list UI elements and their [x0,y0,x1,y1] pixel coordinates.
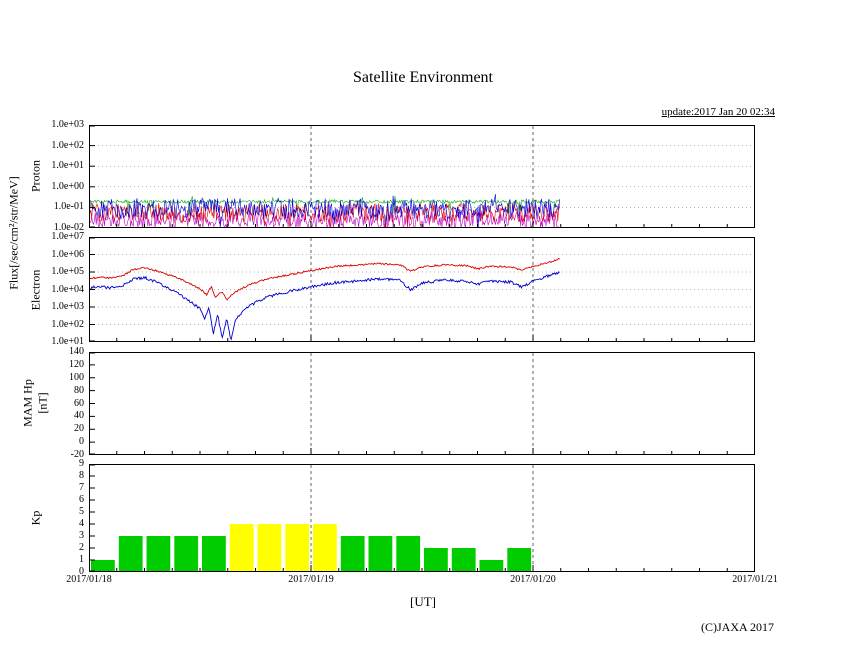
mam-y-tick-label: 120 [69,358,84,370]
proton-green-trace [89,196,560,216]
x-tick-label: 2017/01/19 [288,574,334,585]
mam-y-tick-label: 0 [79,436,84,448]
copyright-text: (C)JAXA 2017 [700,620,774,634]
proton-red-trace [89,202,560,228]
kp-y-tick-label: 1 [79,554,84,565]
electron-y-tick-label: 1.0e+01 [51,336,84,347]
kp-bar [285,524,310,571]
kp-y-tick-label: 3 [79,530,84,541]
kp-bar [146,536,171,571]
electron-y-tick-label: 1.0e+04 [51,283,84,295]
kp-y-tick-label: 9 [79,458,84,469]
mam-y-tick-label: 140 [69,346,84,357]
proton-y-tick-label: 1.0e+03 [51,119,84,130]
kp-bar [396,536,421,571]
kp-bar [174,536,199,571]
kp-bar [507,548,532,571]
kp-bar [451,548,476,571]
kp-bar [313,524,337,571]
proton-flux-plot [89,125,755,228]
mam-y-tick-label: 20 [74,423,84,435]
kp-index-plot [89,464,755,572]
kp-bar [229,524,254,571]
page-title: Satellite Environment [353,69,493,86]
kp-bar [424,548,448,571]
kp-bar [257,524,282,571]
electron-blue-trace [89,271,560,341]
kp-bar [118,536,143,571]
proton-y-tick-label: 1.0e-02 [53,222,84,233]
electron-red-trace [89,257,560,301]
kp-y-tick-label: 5 [79,506,84,517]
kp-bar [202,536,226,571]
proton-y-tick-label: 1.0e+00 [51,180,84,192]
update-timestamp: update:2017 Jan 20 02:34 [661,106,775,118]
kp-y-tick-label: 2 [79,542,84,553]
mam-hp-plot [89,352,755,455]
kp-y-tick-label: 0 [79,566,84,577]
mam-y-tick-label: 40 [74,410,84,422]
proton-y-tick-label: 1.0e+01 [51,160,84,172]
mam-y-tick-label: -20 [70,449,84,460]
electron-y-tick-label: 1.0e+05 [51,266,84,277]
x-tick-label: 2017/01/21 [732,574,778,585]
kp-y-tick-label: 7 [79,482,84,493]
x-tick-label: 2017/01/20 [510,574,556,585]
mam-y-tick-label: 60 [74,397,84,409]
proton-y-tick-label: 1.0e+02 [51,139,84,151]
kp-bar [340,536,365,571]
mam-y-tick-label: 100 [69,371,84,383]
proton-y-tick-label: 1.0e-01 [53,201,84,213]
kp-bar [479,560,504,571]
electron-y-tick-label: 1.0e+07 [51,231,84,242]
electron-flux-plot [89,237,755,342]
electron-y-tick-label: 1.0e+02 [51,318,84,330]
proton-blue-trace [89,194,560,228]
kp-y-tick-label: 6 [79,494,84,505]
kp-bar [91,560,115,571]
electron-y-tick-label: 1.0e+03 [51,301,84,312]
electron-y-tick-label: 1.0e+06 [51,248,84,260]
kp-y-tick-label: 4 [79,518,84,529]
kp-bar [368,536,393,571]
mam-y-tick-label: 80 [74,384,84,396]
kp-y-tick-label: 8 [79,470,84,481]
x-tick-label: 2017/01/18 [66,574,112,585]
x-axis-unit-label: [UT] [410,594,436,609]
